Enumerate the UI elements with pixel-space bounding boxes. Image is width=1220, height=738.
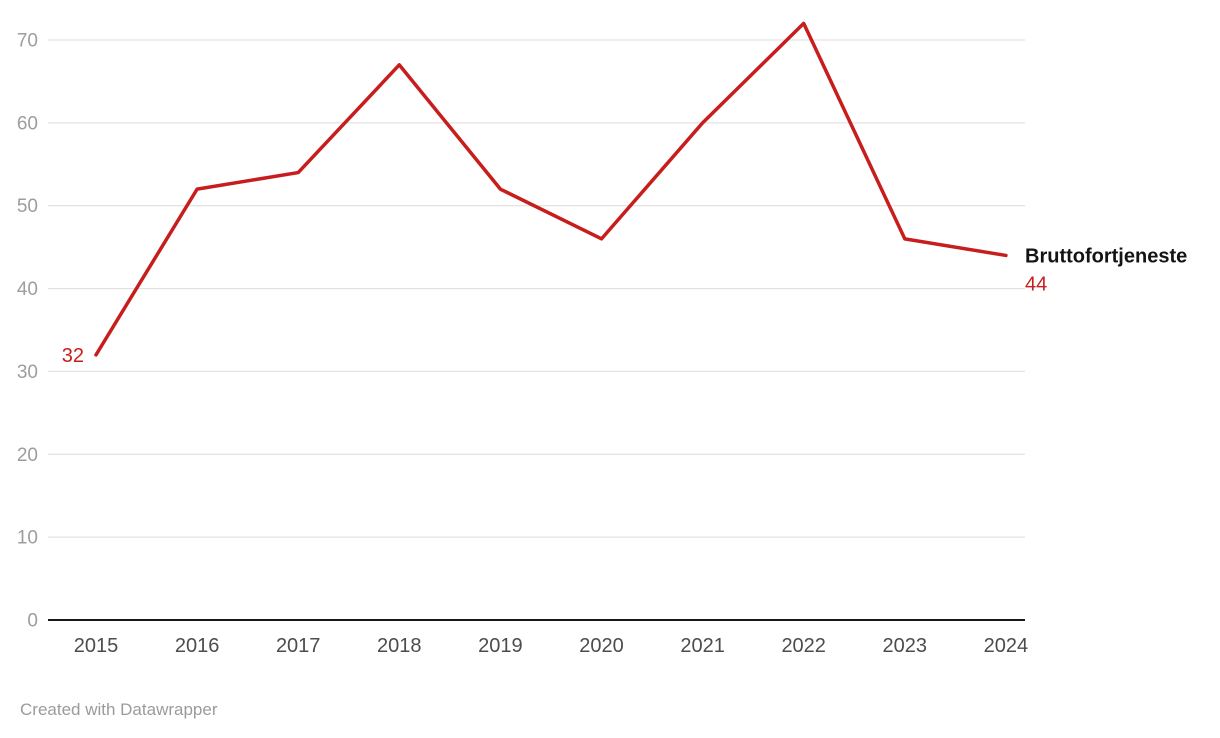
x-tick-label: 2024 <box>984 635 1029 657</box>
start-value-label: 32 <box>62 345 84 367</box>
x-tick-label: 2016 <box>175 635 220 657</box>
y-tick-label: 70 <box>17 31 38 52</box>
gridlines <box>48 39 1025 538</box>
x-tick-label: 2017 <box>276 635 321 657</box>
y-tick-label: 30 <box>17 362 38 383</box>
y-tick-label: 20 <box>17 445 38 466</box>
x-tick-label: 2020 <box>579 635 624 657</box>
y-tick-label: 0 <box>27 611 38 632</box>
y-tick-label: 50 <box>17 196 38 217</box>
x-tick-label: 2018 <box>377 635 422 657</box>
y-axis-labels: 0 10 20 30 40 50 60 70 <box>17 31 38 632</box>
y-tick-label: 60 <box>17 113 38 134</box>
series-line <box>94 21 1008 357</box>
x-tick-label: 2015 <box>74 635 119 657</box>
x-tick-label: 2022 <box>781 635 826 657</box>
datawrapper-credit: Created with Datawrapper <box>20 700 218 719</box>
x-tick-label: 2021 <box>680 635 725 657</box>
end-value-label: 44 <box>1025 273 1047 295</box>
y-tick-label: 40 <box>17 279 38 300</box>
y-tick-label: 10 <box>17 528 38 549</box>
x-tick-label: 2019 <box>478 635 523 657</box>
x-axis-labels: 2015 2016 2017 2018 2019 2020 2021 2022 2023 2024 <box>74 635 1028 657</box>
x-tick-label: 2023 <box>883 635 928 657</box>
series-name-label: Bruttofortjeneste <box>1025 245 1187 267</box>
